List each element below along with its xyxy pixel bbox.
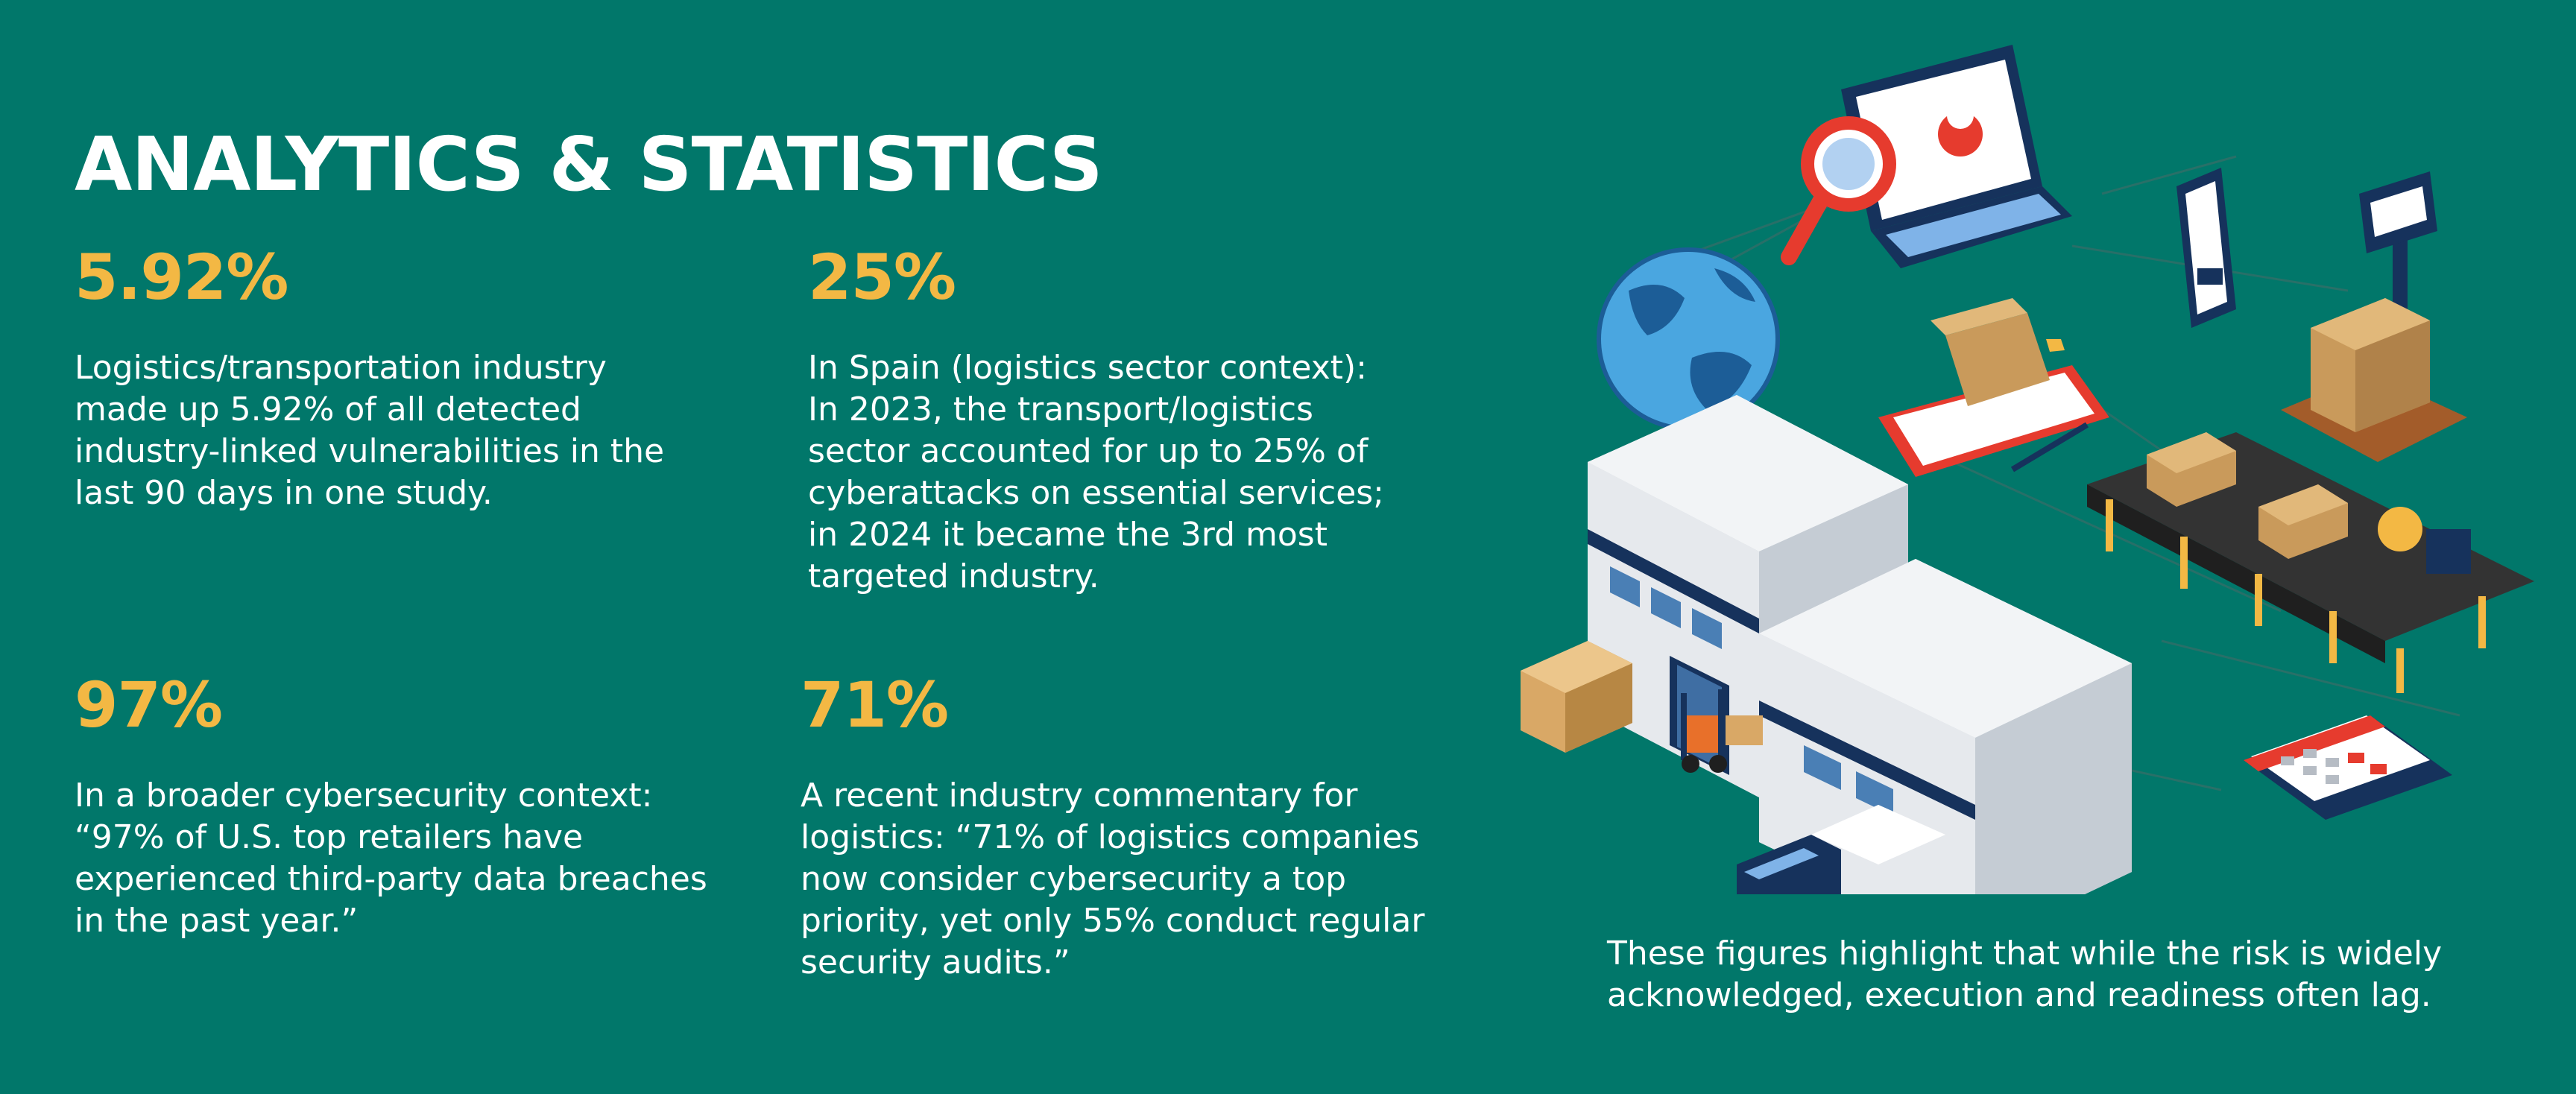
- package-icon: [1878, 298, 2109, 477]
- stat-line: logistics: “71% of logistics companies: [801, 818, 1420, 856]
- stat-description: Logistics/transportation industry made u…: [75, 347, 745, 514]
- stat-line: made up 5.92% of all detected: [75, 391, 581, 429]
- stat-description: In a broader cybersecurity context: “97%…: [75, 775, 745, 942]
- stat-line: priority, yet only 55% conduct regular: [801, 902, 1425, 940]
- stat-description: In Spain (logistics sector context): In …: [808, 347, 1479, 598]
- page-title: ANALYTICS & STATISTICS: [75, 121, 1103, 208]
- stat-line: sector accounted for up to 25% of: [808, 432, 1368, 470]
- stat-value: 5.92%: [75, 241, 288, 314]
- phone-icon: [2176, 168, 2236, 328]
- stat-line: targeted industry.: [808, 557, 1099, 595]
- forklift-icon: [1681, 689, 1763, 773]
- stat-line: experienced third-party data breaches: [75, 860, 707, 898]
- stat-description: A recent industry commentary for logisti…: [801, 775, 1471, 984]
- stat-line: Logistics/transportation industry: [75, 349, 607, 387]
- stat-line: in 2024 it became the 3rd most: [808, 516, 1328, 554]
- stat-line: now consider cybersecurity a top: [801, 860, 1347, 898]
- stat-line: In 2023, the transport/logistics: [808, 391, 1313, 429]
- stat-value: 25%: [808, 241, 956, 314]
- summary-line: acknowledged, execution and readiness of…: [1607, 976, 2431, 1014]
- magnifier-icon: [1781, 116, 1896, 265]
- stat-line: A recent industry commentary for: [801, 777, 1358, 815]
- conveyor-icon: [2087, 432, 2534, 693]
- calendar-icon: [2244, 715, 2452, 820]
- stat-card-2: 25% In Spain (logistics sector context):…: [808, 246, 1479, 598]
- stat-card-3: 97% In a broader cybersecurity context: …: [75, 674, 745, 942]
- summary-line: These figures highlight that while the r…: [1607, 935, 2443, 973]
- stat-value: 97%: [75, 668, 223, 742]
- stat-line: industry-linked vulnerabilities in the: [75, 432, 665, 470]
- stat-line: In Spain (logistics sector context):: [808, 349, 1367, 387]
- stat-value: 71%: [801, 668, 949, 742]
- stat-line: “97% of U.S. top retailers have: [75, 818, 584, 856]
- scale-icon: [2281, 171, 2467, 462]
- stat-line: in the past year.”: [75, 902, 359, 940]
- stat-card-4: 71% A recent industry commentary for log…: [801, 674, 1471, 984]
- pallet-icon: [1521, 641, 1632, 753]
- stat-card-1: 5.92% Logistics/transportation industry …: [75, 246, 745, 514]
- stat-line: security audits.”: [801, 943, 1070, 981]
- stat-line: In a broader cybersecurity context:: [75, 777, 653, 815]
- globe-icon: [1597, 247, 1780, 431]
- stat-line: last 90 days in one study.: [75, 474, 493, 512]
- summary-text: These figures highlight that while the r…: [1607, 933, 2516, 1016]
- stat-line: cyberattacks on essential services;: [808, 474, 1385, 512]
- logistics-illustration: [1491, 45, 2549, 946]
